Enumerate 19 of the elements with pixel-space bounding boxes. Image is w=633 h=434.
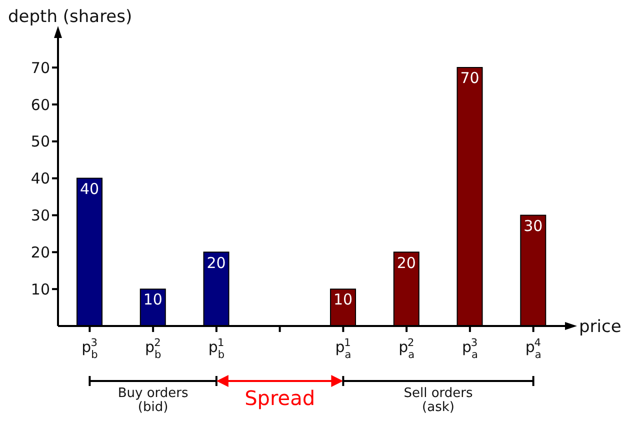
y-tick-label: 20 [30,243,50,262]
data-label: 20 [396,254,416,272]
y-tick-label: 60 [30,96,50,114]
y-tick-label: 40 [30,170,50,188]
y-tick-label: 50 [30,132,50,151]
data-label: 10 [333,290,353,309]
data-label: 40 [80,180,100,198]
y-tick-label: 30 [30,206,50,225]
text: Spread [244,386,316,410]
y-tick-label: 10 [30,280,50,298]
y-tick-label: 70 [30,58,50,77]
text: Sell orders (ask) [404,386,473,415]
text: Buy orders (bid) [118,386,188,415]
data-label: 30 [524,216,543,235]
x-axis-title: price [579,317,622,337]
y-axis-title: depth (shares) [8,7,132,27]
data-label: 10 [143,290,162,309]
data-label: 20 [206,254,226,272]
data-label: 70 [460,69,480,88]
